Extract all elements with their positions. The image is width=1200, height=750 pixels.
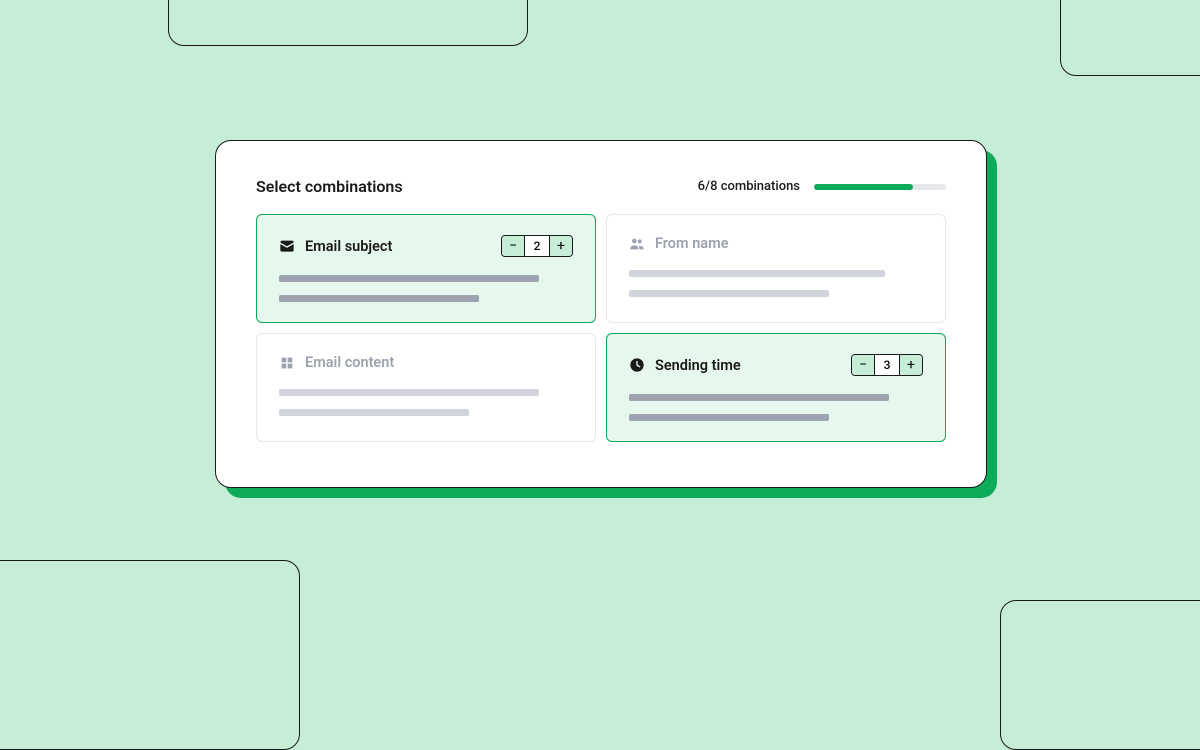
card-email-content[interactable]: Email content — [256, 333, 596, 442]
increment-button[interactable]: + — [550, 236, 572, 256]
combinations-count: 6/8 combinations — [698, 179, 800, 194]
decorative-frame — [168, 0, 528, 46]
increment-button[interactable]: + — [900, 355, 922, 375]
placeholder-line — [629, 414, 829, 421]
placeholder-line — [629, 290, 829, 297]
decorative-frame — [1000, 600, 1200, 750]
decrement-button[interactable]: − — [502, 236, 524, 256]
card-email-subject[interactable]: Email subject − 2 + — [256, 214, 596, 323]
placeholder-line — [629, 394, 889, 401]
card-sending-time[interactable]: Sending time − 3 + — [606, 333, 946, 442]
card-from-name[interactable]: From name — [606, 214, 946, 323]
placeholder-line — [629, 270, 885, 277]
card-title: From name — [655, 235, 729, 252]
card-title: Email subject — [305, 238, 392, 255]
stepper-value: 3 — [874, 355, 900, 375]
placeholder-line — [279, 409, 469, 416]
stepper-email-subject: − 2 + — [501, 235, 573, 257]
combinations-status: 6/8 combinations — [698, 179, 946, 194]
cards-grid: Email subject − 2 + From name — [256, 214, 946, 442]
progress-bar — [814, 184, 946, 190]
panel-title: Select combinations — [256, 177, 403, 196]
card-title: Sending time — [655, 357, 741, 374]
progress-fill — [814, 184, 913, 190]
card-title: Email content — [305, 354, 394, 371]
grid-icon — [279, 355, 295, 371]
placeholder-line — [279, 389, 539, 396]
placeholder-line — [279, 275, 539, 282]
people-icon — [629, 236, 645, 252]
clock-icon — [629, 357, 645, 373]
decrement-button[interactable]: − — [852, 355, 874, 375]
combinations-panel: Select combinations 6/8 combinations Ema… — [215, 140, 987, 488]
stepper-value: 2 — [524, 236, 550, 256]
envelope-icon — [279, 238, 295, 254]
decorative-frame — [0, 560, 300, 750]
decorative-frame — [1060, 0, 1200, 76]
panel-header: Select combinations 6/8 combinations — [256, 177, 946, 196]
stepper-sending-time: − 3 + — [851, 354, 923, 376]
placeholder-line — [279, 295, 479, 302]
